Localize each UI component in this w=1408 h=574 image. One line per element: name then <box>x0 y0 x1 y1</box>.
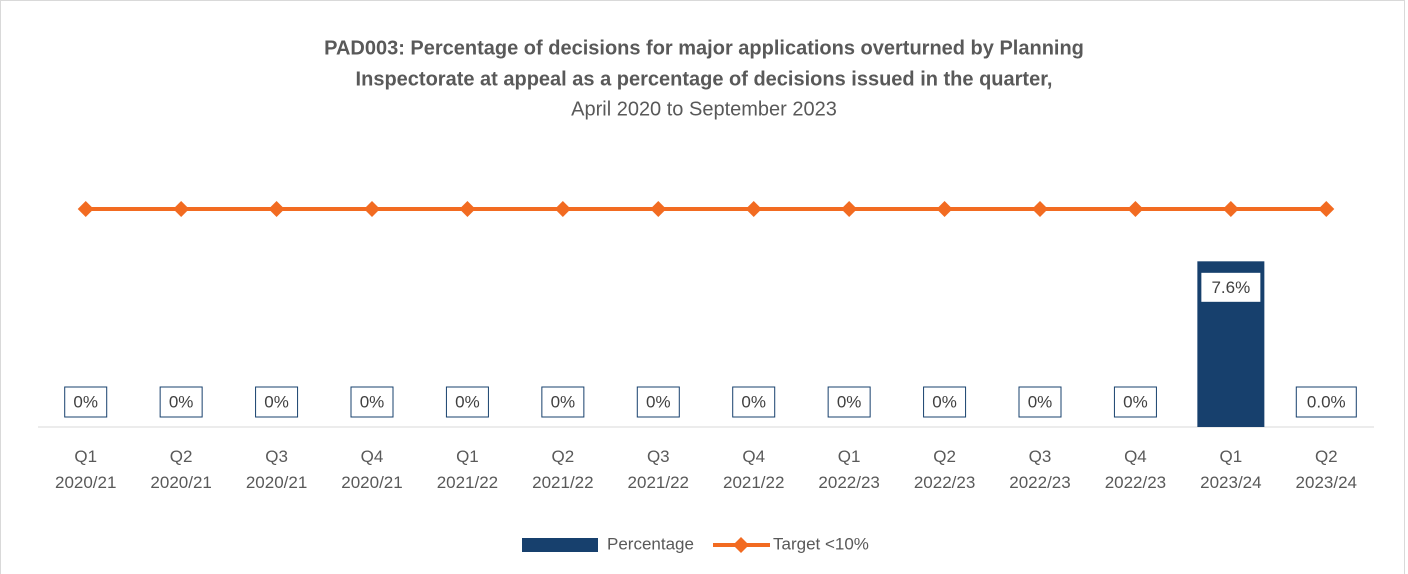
data-label-group: 0% <box>350 386 394 418</box>
data-label: 0% <box>646 392 671 411</box>
data-label: 0% <box>360 392 385 411</box>
chart-title: Inspectorate at appeal as a percentage o… <box>356 68 1053 90</box>
x-tick-label: Q3 2021/22 <box>628 447 689 492</box>
marker <box>1032 201 1048 217</box>
x-tick-label: Q2 2020/21 <box>150 447 211 492</box>
data-label-group: 0% <box>1113 386 1157 418</box>
marker <box>650 201 667 217</box>
x-tick-label: Q3 2020/21 <box>246 447 307 492</box>
data-label-group: 0% <box>1018 386 1062 418</box>
x-tick-label: Q2 2022/23 <box>914 447 975 492</box>
data-label: 0% <box>932 392 957 411</box>
x-tick-label: Q1 2022/23 <box>818 447 879 492</box>
x-tick-label: Q1 2023/24 <box>1200 447 1261 492</box>
data-label-group: 0% <box>827 386 871 418</box>
data-label-group: 0% <box>541 386 585 418</box>
data-label-group: 0% <box>255 386 299 418</box>
marker <box>1127 201 1144 217</box>
data-label-group: 0% <box>732 386 776 418</box>
data-label-group: 0% <box>923 386 967 418</box>
data-label-box <box>923 386 967 418</box>
marker <box>1318 201 1335 217</box>
data-label-box <box>1113 386 1157 418</box>
data-label: 0% <box>1123 392 1148 411</box>
x-tick-label: Q1 2021/22 <box>437 447 498 492</box>
marker <box>841 201 858 217</box>
x-tick-label: Q2 2021/22 <box>532 447 593 492</box>
chart-title: PAD003: Percentage of decisions for majo… <box>324 37 1084 59</box>
x-tick-label: Q4 2020/21 <box>341 447 402 492</box>
data-label-box <box>159 386 203 418</box>
data-label-group: 0% <box>445 386 489 418</box>
data-label-group: 7.6% <box>1200 271 1262 303</box>
marker <box>936 201 953 217</box>
data-label: 0% <box>551 392 576 411</box>
x-tick-label: Q2 2023/24 <box>1296 447 1357 492</box>
data-label-box <box>827 386 871 418</box>
data-label-group: 0% <box>64 386 108 418</box>
data-label: 7.6% <box>1211 278 1250 297</box>
legend-swatch <box>522 538 598 552</box>
data-label: 0% <box>1028 392 1053 411</box>
marker <box>77 201 94 217</box>
data-label-box <box>445 386 489 418</box>
x-tick-label: Q1 2020/21 <box>55 447 116 492</box>
data-label: 0% <box>264 392 289 411</box>
data-label-box <box>255 386 299 418</box>
marker <box>268 201 285 217</box>
data-label: 0% <box>169 392 194 411</box>
chart-subtitle: April 2020 to September 2023 <box>571 98 837 120</box>
legend-label: Target <10% <box>773 534 869 553</box>
legend-marker <box>733 537 749 553</box>
data-label-box <box>350 386 394 418</box>
marker <box>459 201 476 217</box>
legend-label: Percentage <box>607 534 694 553</box>
data-label-box <box>636 386 680 418</box>
data-label-box <box>732 386 776 418</box>
x-tick-label: Q4 2021/22 <box>723 447 784 492</box>
data-label-box <box>1018 386 1062 418</box>
data-label: 0% <box>837 392 862 411</box>
data-label: 0% <box>73 392 98 411</box>
marker <box>173 201 190 217</box>
marker <box>745 201 762 217</box>
data-label: 0.0% <box>1307 392 1346 411</box>
x-tick-label: Q3 2022/23 <box>1009 447 1070 492</box>
data-label-box <box>1295 386 1357 418</box>
marker <box>364 201 380 217</box>
marker <box>1222 201 1239 217</box>
data-label: 0% <box>455 392 480 411</box>
data-label-box <box>64 386 108 418</box>
x-tick-label: Q4 2022/23 <box>1105 447 1166 492</box>
data-label-group: 0% <box>636 386 680 418</box>
data-label-group: 0.0% <box>1295 386 1357 418</box>
data-label-group: 0% <box>159 386 203 418</box>
data-label-box <box>1200 271 1262 303</box>
data-label-box <box>541 386 585 418</box>
marker <box>554 201 571 217</box>
data-label: 0% <box>741 392 766 411</box>
